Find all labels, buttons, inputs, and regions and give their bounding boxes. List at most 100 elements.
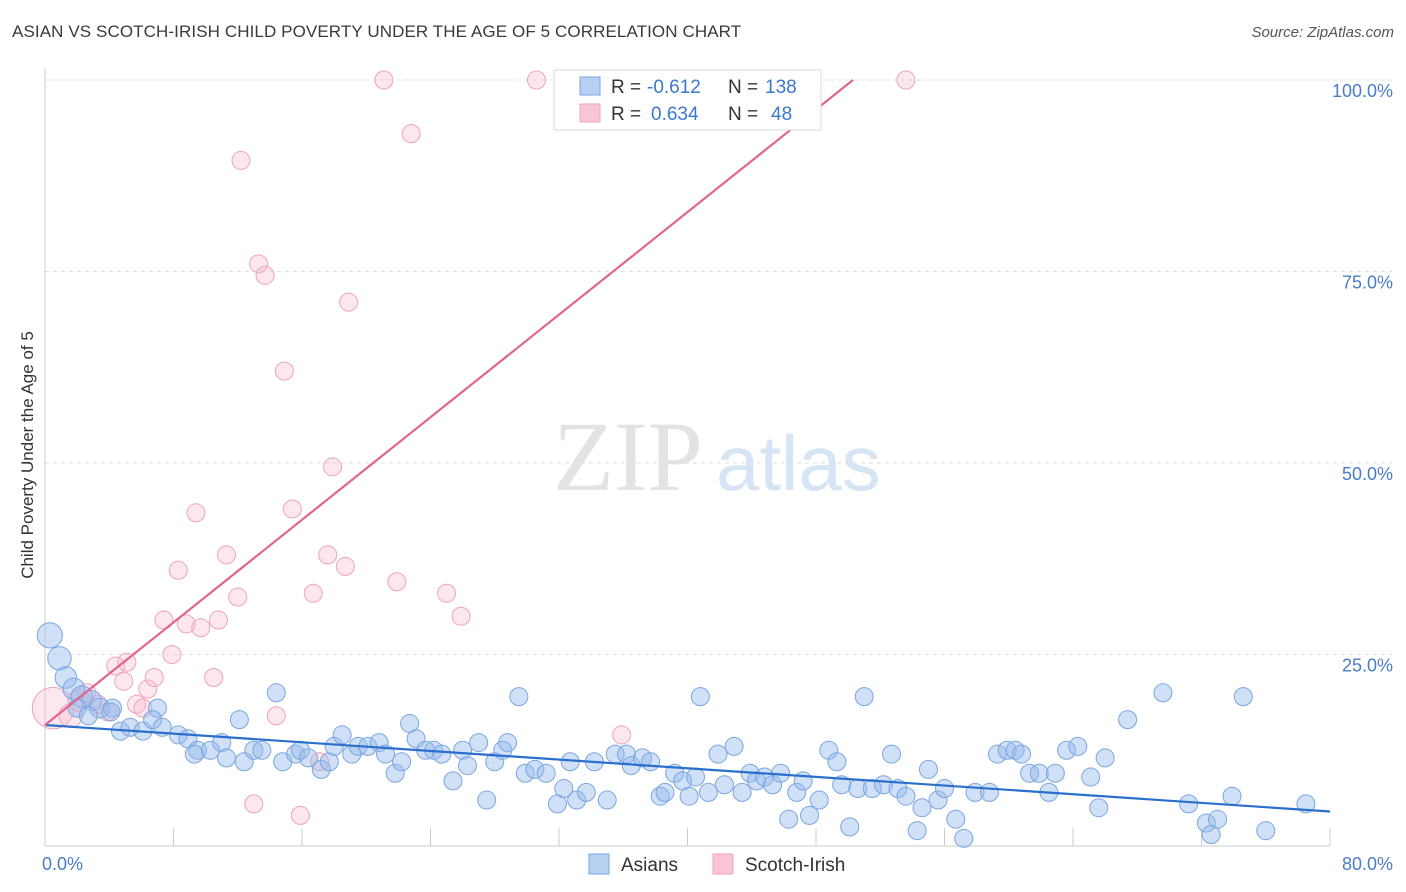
asian-point-58 [515,763,535,783]
scotch-point-14 [162,645,182,664]
y-tick-label-2: 75.0% [1342,273,1393,293]
chart-title: ASIAN VS SCOTCH-IRISH CHILD POVERTY UNDE… [12,22,742,41]
scotch-r-value: 0.634 [651,104,699,125]
asian-point-12 [78,706,98,726]
scotch-point-21 [217,545,237,565]
asian-point-48 [432,744,452,764]
asian-point-15 [143,710,163,730]
asian-point-109 [928,790,948,810]
asian-point-72 [641,752,661,772]
asian-point-95 [819,740,839,760]
y-tick-label-3: 100.0% [1332,81,1393,101]
scotch-point-40 [437,583,457,603]
asian-point-116 [997,740,1017,760]
asian-point-50 [453,740,473,760]
asian-point-0 [36,622,63,649]
asian-n-value: 138 [765,77,797,98]
trend-lines [44,79,1331,813]
watermark: ZIP atlas [553,401,881,512]
scotch-n-label: N = [728,104,758,125]
scotch-point-28 [274,361,294,381]
asian-point-34 [319,752,339,772]
asian-trend-line [44,723,1331,813]
asian-point-56 [498,733,518,753]
asian-point-83 [724,736,744,756]
asian-point-80 [698,782,718,802]
legend-scotch-swatch [712,853,734,875]
asian-point-27 [252,740,272,760]
scotch-point-7 [114,671,134,691]
asian-point-114 [979,782,999,802]
asian-point-131 [1196,813,1216,833]
asian-point-53 [477,790,497,810]
scotch-point-23 [231,150,251,170]
asian-point-54 [485,752,505,772]
asian-point-20 [184,744,204,764]
asian-point-77 [679,786,699,806]
asian-point-111 [946,809,966,829]
legend-scotch-label: Scotch-Irish [745,855,845,876]
asian-point-110 [935,779,954,799]
scotch-point-43 [612,725,632,745]
asian-point-2 [54,666,78,689]
legend-asians-label: Asians [621,855,678,876]
asian-point-91 [787,782,807,802]
asian-point-52 [469,733,489,753]
asian-point-100 [854,687,874,707]
watermark-zip: ZIP [553,401,703,512]
source-credit: Source: ZipAtlas.com [1251,24,1394,41]
scotch-irish-points [31,70,916,825]
axes [44,68,1331,847]
legend: Asians Scotch-Irish [588,853,845,876]
asian-point-104 [888,779,908,799]
asian-point-42 [385,763,405,783]
y-tick-label-0: 25.0% [1342,656,1393,676]
scotch-point-39 [401,124,421,144]
asian-point-13 [101,702,121,722]
asian-point-57 [509,687,529,707]
asian-point-24 [229,710,249,730]
asian-point-107 [912,798,932,818]
scotch-point-12 [144,667,164,687]
scotch-point-19 [204,667,224,687]
asian-point-124 [1068,736,1088,756]
asian-point-32 [298,748,318,768]
asian-n-label: N = [728,77,758,98]
asian-point-36 [332,725,352,745]
asian-point-82 [714,775,734,795]
asian-point-105 [896,786,916,806]
asian-point-136 [1256,821,1276,841]
scotch-point-20 [208,610,228,630]
asian-point-41 [376,744,396,764]
grid-lines [45,79,1392,655]
asian-point-96 [827,752,847,772]
asian-point-93 [800,805,820,825]
asian-point-33 [311,759,331,779]
scotch-point-30 [290,805,310,825]
asian-point-23 [217,748,237,768]
asian-point-84 [732,782,752,802]
asian-point-112 [954,828,974,848]
scotch-point-29 [282,499,302,519]
asian-point-125 [1081,767,1101,787]
asian-point-127 [1095,748,1115,768]
asian-point-129 [1153,683,1173,703]
scotch-point-6 [106,656,126,676]
scotch-point-18 [191,618,211,638]
asian-point-26 [244,740,264,760]
asian-point-119 [1020,763,1040,783]
scotch-point-37 [374,70,394,90]
asian-point-51 [457,756,477,776]
asian-r-label: R = [611,77,641,98]
scotch-point-26 [255,265,275,285]
scotch-point-42 [527,70,547,90]
asian-point-28 [266,683,286,703]
asian-point-126 [1089,798,1109,818]
scotch-trend-line [44,79,854,726]
asian-point-14 [147,698,167,718]
scotch-point-22 [228,587,248,607]
scotch-point-0 [31,686,75,730]
scotch-swatch [579,103,601,123]
asian-point-130 [1179,794,1199,814]
asian-point-1 [47,646,72,671]
